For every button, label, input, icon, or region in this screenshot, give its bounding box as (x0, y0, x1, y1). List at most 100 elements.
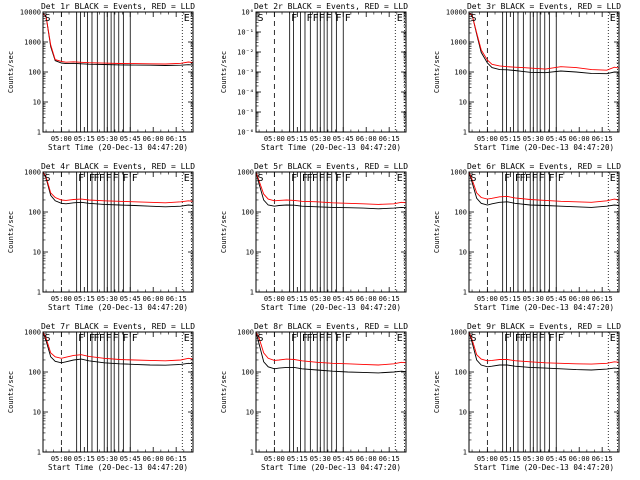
x-tick-label: 05:30 (310, 135, 331, 143)
plot-frame (255, 171, 407, 293)
x-tick-label: 05:00 (51, 135, 72, 143)
x-tick-label: 05:15 (287, 135, 308, 143)
y-tick-label: 1 (250, 289, 254, 297)
flare-flag: F (525, 333, 531, 344)
panel-title: Det 3r BLACK = Events, RED = LLD (467, 2, 621, 11)
x-tick-label: 05:00 (477, 295, 498, 303)
y-tick-label: 1000 (450, 169, 467, 177)
end-flag: E (397, 173, 403, 184)
lld-series-line (256, 172, 406, 205)
x-axis-label: Start Time (20-Dec-13 04:47:20) (261, 143, 401, 152)
start-flag: S (471, 13, 477, 24)
y-tick-label: 1000 (24, 169, 41, 177)
panel-title: Det 1r BLACK = Events, RED = LLD (41, 2, 195, 11)
x-tick-label: 05:30 (97, 455, 118, 463)
y-tick-label: 100 (454, 209, 467, 217)
flare-flag: F (89, 173, 95, 184)
flare-flag: F (326, 173, 332, 184)
events-series-line (43, 332, 193, 366)
x-tick-label: 05:45 (546, 295, 567, 303)
x-axis-label: Start Time (20-Dec-13 04:47:20) (48, 303, 188, 312)
x-tick-label: 06:15 (379, 295, 400, 303)
y-axis-label: Counts/sec (220, 51, 228, 93)
y-tick-label: 10 (246, 249, 254, 257)
y-tick-label: 10 (459, 409, 467, 417)
y-tick-label: 10⁰ (241, 9, 254, 17)
y-tick-label: 10 (33, 99, 41, 107)
flare-flag: F (78, 333, 84, 344)
y-tick-label: 1000 (237, 329, 254, 337)
x-tick-label: 05:15 (500, 295, 521, 303)
start-flag: S (258, 13, 264, 24)
panel-title: Det 9r BLACK = Events, RED = LLD (467, 322, 621, 331)
y-tick-label: 1000 (450, 329, 467, 337)
x-tick-label: 06:00 (143, 135, 164, 143)
x-tick-label: 05:30 (523, 295, 544, 303)
end-flag: E (397, 13, 403, 24)
y-axis-label: Counts/sec (7, 371, 15, 413)
start-flag: S (471, 173, 477, 184)
flare-flag: F (336, 173, 342, 184)
plot-frame (255, 331, 407, 453)
y-tick-label: 1000 (24, 329, 41, 337)
lld-series-line (256, 332, 406, 366)
plot-frame (468, 171, 620, 293)
x-tick-label: 05:45 (333, 135, 354, 143)
x-tick-label: 05:45 (333, 295, 354, 303)
end-flag: E (610, 173, 616, 184)
flare-flag: F (539, 173, 545, 184)
x-tick-label: 05:30 (97, 135, 118, 143)
y-tick-label: 100 (28, 369, 41, 377)
flare-flag: F (313, 13, 319, 24)
flare-flag: F (319, 333, 325, 344)
x-tick-label: 06:15 (166, 455, 187, 463)
lld-series-line (43, 13, 193, 65)
y-axis-label: Counts/sec (7, 211, 15, 253)
flare-flag: F (532, 173, 538, 184)
y-tick-label: 1000 (237, 169, 254, 177)
y-tick-label: 1 (463, 129, 467, 137)
start-flag: S (258, 173, 264, 184)
x-tick-label: 05:15 (500, 455, 521, 463)
flare-flag: F (345, 13, 351, 24)
y-tick-label: 100 (241, 369, 254, 377)
panel-title: Det 8r BLACK = Events, RED = LLD (254, 322, 408, 331)
flare-flag: F (132, 333, 138, 344)
flare-flag: F (345, 173, 351, 184)
flare-flag: F (312, 333, 318, 344)
flare-flag: F (326, 333, 332, 344)
y-axis-label: Counts/sec (220, 211, 228, 253)
start-flag: S (471, 333, 477, 344)
y-tick-label: 1 (463, 449, 467, 457)
flare-flag: F (558, 173, 564, 184)
x-tick-label: 06:15 (379, 135, 400, 143)
flare-flag: F (312, 173, 318, 184)
y-tick-label: 10⁻⁵ (237, 109, 254, 117)
lld-series-line (43, 172, 193, 204)
x-tick-label: 06:00 (143, 455, 164, 463)
y-tick-label: 10 (459, 249, 467, 257)
plot-frame (42, 171, 194, 293)
plot-area: S F FF F F F F F E (469, 172, 619, 292)
x-axis-label: Start Time (20-Dec-13 04:47:20) (474, 143, 614, 152)
flare-flag: F (93, 173, 99, 184)
x-axis-label: Start Time (20-Dec-13 04:47:20) (261, 303, 401, 312)
events-series-line (256, 172, 406, 210)
flare-flag: F (291, 173, 297, 184)
y-tick-label: 1000 (450, 39, 467, 47)
flare-flag: F (539, 333, 545, 344)
end-flag: E (184, 173, 190, 184)
flare-flag: F (123, 333, 129, 344)
flare-flag: F (302, 173, 308, 184)
flare-flag: F (123, 173, 129, 184)
end-flag: E (184, 13, 190, 24)
flare-flag: F (319, 173, 325, 184)
events-series-line (43, 172, 193, 208)
x-tick-label: 06:00 (356, 455, 377, 463)
y-tick-label: 100 (241, 209, 254, 217)
